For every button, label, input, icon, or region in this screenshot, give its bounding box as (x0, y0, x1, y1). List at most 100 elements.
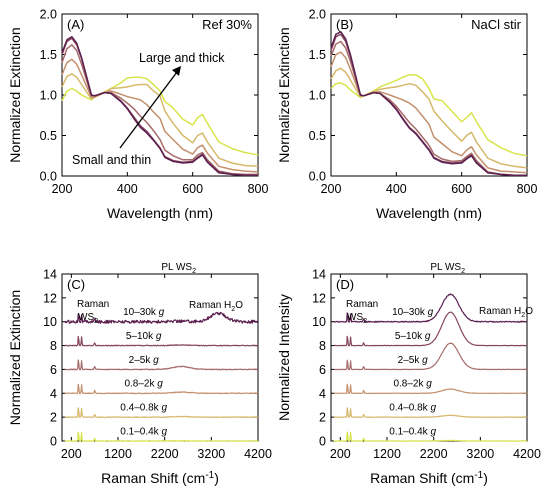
series-label: 2–5k g (129, 355, 159, 366)
x-tick-label: 3200 (197, 447, 225, 461)
series-line (61, 76, 259, 156)
x-tick-label: 400 (386, 182, 407, 196)
y-tick-label: 0.0 (40, 170, 57, 184)
series-line (330, 31, 527, 176)
series-line (333, 407, 528, 418)
x-tick-label: 200 (61, 447, 82, 461)
x-tick-label: 2200 (151, 447, 179, 461)
y-tick-label: 14 (312, 268, 326, 282)
series-line (64, 407, 259, 418)
x-axis-label-tail: ) (214, 470, 219, 486)
series-label: 2–5k g (398, 355, 428, 366)
annotation-large-thick: Large and thick (139, 51, 225, 65)
series-line (333, 311, 528, 347)
series-label-unit: g (430, 426, 436, 437)
y-tick-label: 1.0 (309, 89, 326, 103)
series-line (330, 51, 528, 174)
series-line (330, 74, 528, 157)
y-tick-label: 4 (319, 387, 326, 401)
y-tick-label: 0 (319, 435, 326, 449)
y-tick-label: 2.0 (40, 8, 57, 22)
x-tick-label: 200 (52, 182, 73, 196)
y-tick-label: 0 (50, 435, 57, 449)
x-tick-label: 4200 (513, 447, 541, 461)
series-label-unit: g (156, 331, 162, 342)
panel-a: 200 400 600 800 0.0 0.5 1.0 1.5 2.0 Wavelength (n… (7, 8, 268, 222)
x-axis-label: Wavelength (nm) (376, 205, 482, 221)
pl-label: PL WS2 (430, 262, 465, 275)
y-axis-label: Normalized Intensity (276, 294, 292, 421)
series-line (61, 35, 258, 176)
raman-h2o-tail: O (235, 300, 243, 311)
y-tick-label: 8 (50, 339, 57, 353)
y-tick-label: 6 (50, 363, 57, 377)
series-label: 0.1–0.4k g (389, 426, 436, 437)
series-label: 10–30k g (123, 307, 165, 318)
series-label: 5–10k g (126, 331, 162, 342)
ws2-label: WS2 (347, 312, 367, 325)
y-axis-label: Normalized Extinction (7, 290, 23, 425)
series-line (64, 431, 259, 442)
series-line (64, 359, 259, 371)
series-label-unit: g (428, 307, 434, 318)
series-line (64, 335, 259, 347)
raman-h2o-tail: O (525, 306, 533, 317)
subscript: 2 (521, 312, 525, 319)
x-axis-label: Raman Shift (cm-1) (370, 470, 488, 486)
series-label-unit: g (422, 355, 428, 366)
subscript: 2 (192, 268, 196, 275)
y-tick-label: 6 (319, 363, 326, 377)
series-line (330, 33, 527, 176)
y-tick-label: 2 (50, 411, 57, 425)
x-tick-label: 2200 (420, 447, 448, 461)
x-tick-label: 800 (517, 182, 538, 196)
subscript: 2 (94, 318, 98, 325)
series-label: 0.8–2k g (393, 379, 432, 390)
series-line (333, 431, 528, 442)
y-tick-label: 1.5 (309, 48, 326, 62)
x-axis-label-sup: -1 (205, 470, 214, 481)
series-label-unit: g (426, 379, 432, 390)
x-tick-label: 400 (117, 182, 138, 196)
y-tick-label: 1.5 (40, 48, 57, 62)
series-label-unit: g (161, 426, 167, 437)
raman-h2o-label: Raman H2O (479, 306, 533, 319)
series-line (61, 58, 259, 173)
x-tick-label: 200 (330, 447, 351, 461)
raman-h2o-label: Raman H2O (189, 300, 243, 313)
x-tick-label: 1200 (104, 447, 132, 461)
x-tick-label: 1200 (373, 447, 401, 461)
series-line (330, 40, 527, 176)
series-line (61, 73, 259, 168)
y-axis-label: Normalized Extinction (276, 27, 292, 162)
series-line (64, 311, 259, 324)
series-line (333, 383, 528, 395)
series-label: 0.4–0.8k g (120, 403, 167, 414)
x-tick-label: 3200 (466, 447, 494, 461)
pl-label: PL WS2 (161, 262, 196, 275)
series-line (333, 293, 528, 323)
annotation-small-thin: Small and thin (72, 153, 151, 167)
x-axis-label-sup: -1 (474, 470, 483, 481)
series-label-unit: g (157, 379, 163, 390)
ws2-label: WS2 (78, 312, 98, 325)
x-tick-label: 800 (248, 182, 269, 196)
x-tick-label: 600 (451, 182, 472, 196)
series-label-unit: g (430, 403, 436, 414)
y-tick-label: 4 (50, 387, 57, 401)
panel-b: 200 400 600 800 0.0 0.5 1.0 1.5 2.0 Wavelength (n… (276, 8, 537, 222)
series-line (61, 44, 258, 176)
series-label-unit: g (425, 331, 431, 342)
legend-text: Ref 30% (202, 17, 252, 32)
y-tick-label: 10 (43, 315, 57, 329)
x-axis-label: Raman Shift (cm-1) (101, 470, 219, 486)
y-tick-label: 1.0 (40, 89, 57, 103)
trend-arrowhead (172, 66, 181, 76)
panel-label: (A) (67, 17, 84, 32)
series-label: 0.8–2k g (124, 379, 163, 390)
x-tick-label: 200 (321, 182, 342, 196)
panel-label: (C) (67, 277, 85, 292)
y-tick-label: 0.5 (40, 129, 57, 143)
series-label: 10–30k g (392, 307, 434, 318)
